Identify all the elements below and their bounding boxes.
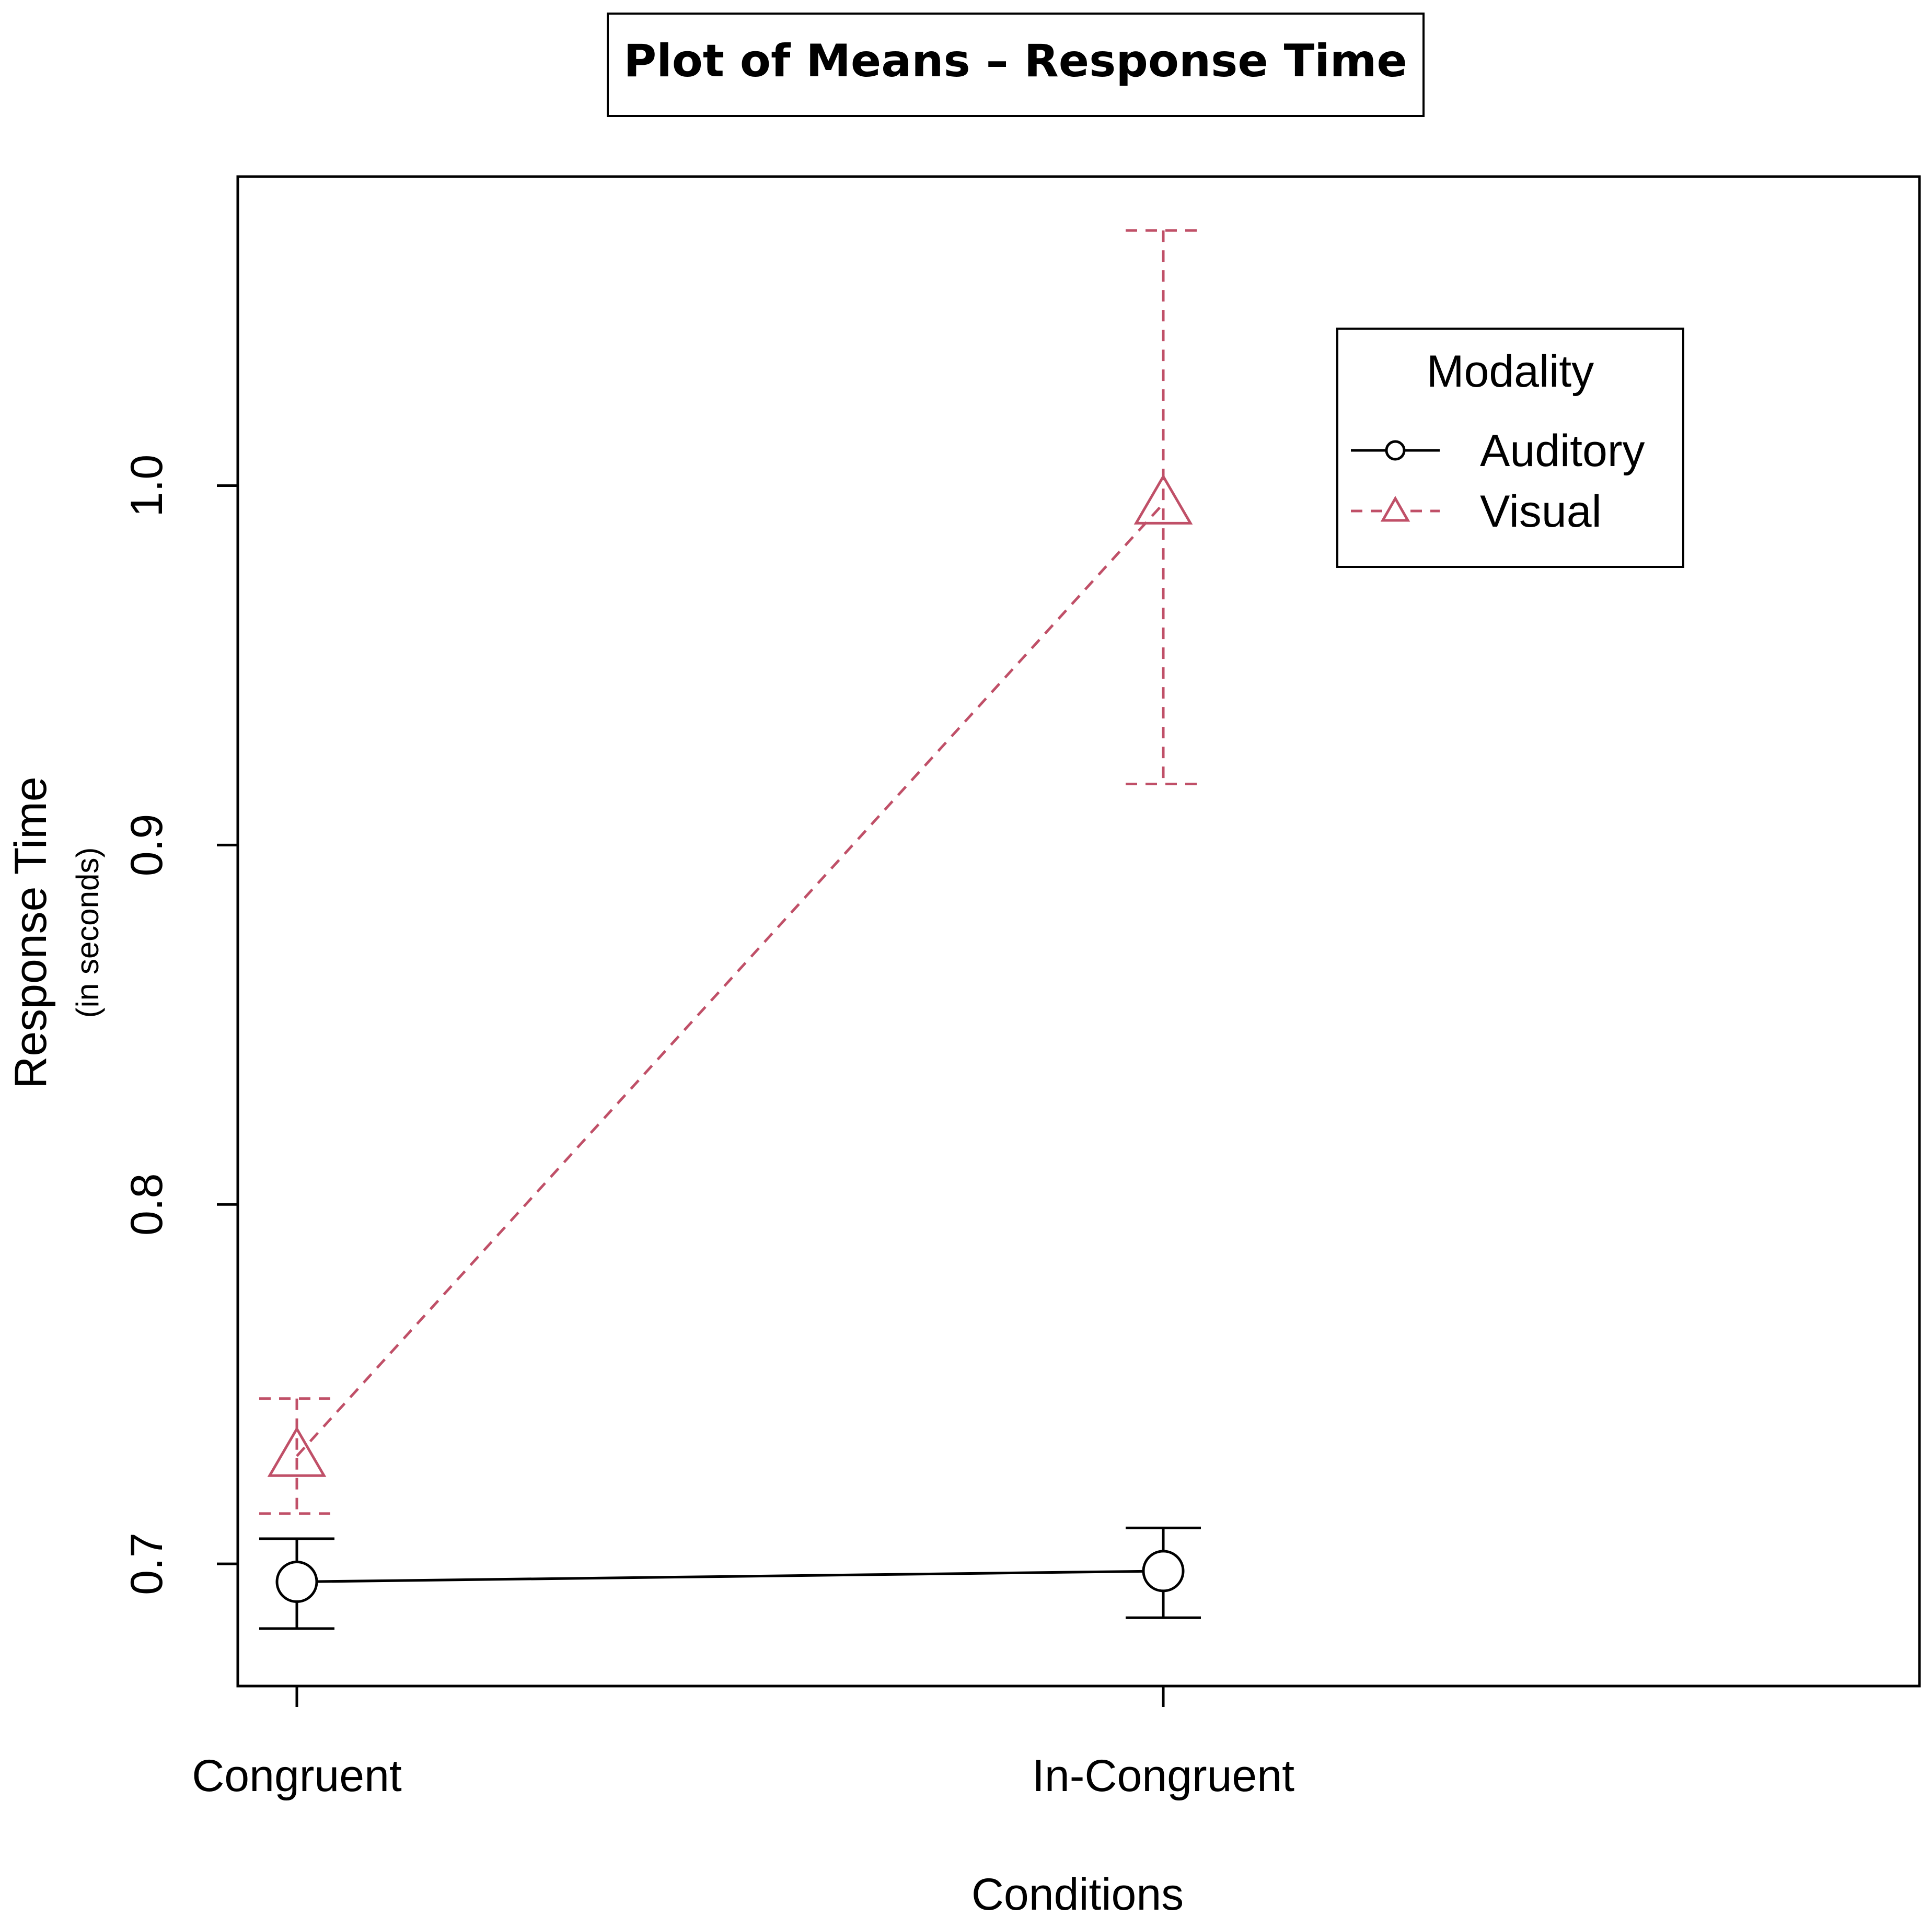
- legend-items: Auditory Visual: [1351, 426, 1645, 537]
- x-axis-ticks: Congruent In-Congruent: [192, 1686, 1294, 1801]
- y-tick-label: 0.9: [122, 814, 172, 877]
- plot-frame: [236, 175, 1921, 1688]
- y-axis-label: Response Time: [6, 776, 56, 1089]
- legend-marker: [1385, 440, 1406, 461]
- series-visual: [259, 229, 1201, 1515]
- x-tick-label: Congruent: [192, 1751, 402, 1801]
- legend-marker: [1380, 495, 1410, 522]
- legend-label: Auditory: [1480, 426, 1645, 476]
- series-line: [296, 1570, 1164, 1584]
- data-point: [267, 1426, 327, 1477]
- data-point: [1142, 1550, 1185, 1593]
- y-tick-label: 1.0: [122, 455, 172, 517]
- y-axis-sublabel: (in seconds): [70, 847, 105, 1018]
- legend: Modality Auditory Visual: [1336, 328, 1684, 568]
- x-tick-label: In-Congruent: [1032, 1751, 1294, 1801]
- y-axis-label-group: Response Time (in seconds): [6, 776, 105, 1089]
- x-axis-label: Conditions: [971, 1869, 1184, 1920]
- series-line: [296, 503, 1164, 1457]
- legend-label: Visual: [1480, 486, 1602, 537]
- title-frame: [607, 13, 1425, 117]
- legend-title: Modality: [1427, 346, 1594, 397]
- data-point: [275, 1561, 318, 1603]
- y-tick-label: 0.7: [122, 1532, 172, 1595]
- title-box: Plot of Means – Response Time: [607, 13, 1425, 117]
- data-point: [1133, 473, 1193, 525]
- series-layer: [259, 229, 1201, 1630]
- chart-title: Plot of Means – Response Time: [623, 35, 1407, 87]
- legend-item-visual: Visual: [1351, 486, 1602, 537]
- legend-item-auditory: Auditory: [1351, 426, 1645, 476]
- y-tick-label: 0.8: [122, 1173, 172, 1236]
- y-axis-ticks: 0.7 0.8 0.9 1.0: [122, 455, 238, 1595]
- series-auditory: [259, 1526, 1201, 1630]
